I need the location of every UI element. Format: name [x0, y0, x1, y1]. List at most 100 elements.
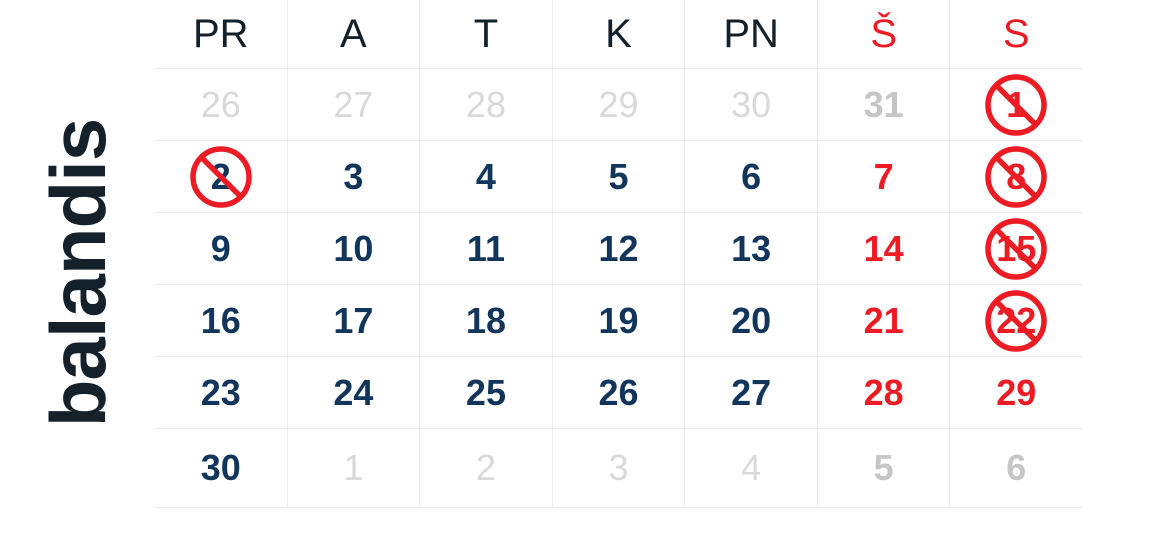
calendar-grid: PR A T K PN Š S 26 27 28 29 30 31 1 2 3 4 5 6 7 8 9 10 11 12 13 1…	[155, 0, 1082, 510]
day-cell[interactable]: 3	[288, 141, 421, 212]
weekday-header-k: K	[553, 0, 686, 68]
day-cell[interactable]: 28	[420, 69, 553, 140]
day-number: 4	[741, 447, 762, 488]
weekday-header-a: A	[288, 0, 421, 68]
day-number: 26	[598, 371, 639, 413]
day-number: 6	[741, 155, 762, 197]
weekday-header-š: Š	[818, 0, 951, 68]
day-cell[interactable]: 21	[818, 285, 951, 356]
day-cell[interactable]: 29	[553, 69, 686, 140]
day-number: 29	[598, 83, 639, 125]
day-cell[interactable]: 31	[818, 69, 951, 140]
day-cell[interactable]: 27	[288, 69, 421, 140]
weekday-header-pn: PN	[685, 0, 818, 68]
day-cell[interactable]: 30	[155, 429, 288, 507]
day-cell[interactable]: 15	[950, 213, 1082, 284]
day-cell[interactable]: 1	[950, 69, 1082, 140]
day-number: 23	[200, 371, 241, 413]
day-cell[interactable]: 6	[950, 429, 1082, 507]
day-cell[interactable]: 25	[420, 357, 553, 428]
weekday-header-pr: PR	[155, 0, 288, 68]
day-cell[interactable]: 23	[155, 357, 288, 428]
calendar-week-row: 26 27 28 29 30 31 1	[155, 68, 1082, 140]
day-cell[interactable]: 20	[685, 285, 818, 356]
calendar-week-row: 2 3 4 5 6 7 8	[155, 140, 1082, 212]
day-number: 2	[475, 447, 496, 488]
day-cell[interactable]: 12	[553, 213, 686, 284]
day-cell[interactable]: 9	[155, 213, 288, 284]
day-cell[interactable]: 8	[950, 141, 1082, 212]
day-number: 6	[1006, 447, 1027, 488]
day-number: 20	[731, 299, 772, 341]
day-number: 17	[333, 299, 374, 341]
day-cell[interactable]: 10	[288, 213, 421, 284]
weekday-header-row: PR A T K PN Š S	[155, 0, 1082, 68]
calendar-weeks: 26 27 28 29 30 31 1 2 3 4 5 6 7 8 9 10 11 12 13 14 15 16 17 18 1…	[155, 68, 1082, 508]
day-cell[interactable]: 29	[950, 357, 1082, 428]
day-number: 5	[873, 447, 894, 488]
day-number: 19	[598, 299, 639, 341]
day-cell[interactable]: 3	[553, 429, 686, 507]
day-number: 9	[210, 227, 231, 269]
day-cell[interactable]: 19	[553, 285, 686, 356]
day-cell[interactable]: 16	[155, 285, 288, 356]
day-cell[interactable]: 18	[420, 285, 553, 356]
day-cell[interactable]: 14	[818, 213, 951, 284]
day-number: 12	[598, 227, 639, 269]
day-cell[interactable]: 28	[818, 357, 951, 428]
calendar-week-row: 30 1 2 3 4 5 6	[155, 428, 1082, 508]
day-cell[interactable]: 1	[288, 429, 421, 507]
day-number: 27	[731, 371, 772, 413]
day-cell[interactable]: 2	[155, 141, 288, 212]
day-number: 22	[996, 299, 1037, 341]
day-number: 14	[863, 227, 904, 269]
day-number: 25	[465, 371, 506, 413]
day-cell[interactable]: 26	[155, 69, 288, 140]
day-number: 7	[873, 155, 894, 197]
day-cell[interactable]: 7	[818, 141, 951, 212]
day-number: 30	[731, 83, 772, 125]
day-cell[interactable]: 4	[420, 141, 553, 212]
day-cell[interactable]: 30	[685, 69, 818, 140]
weekday-header-s: S	[1002, 11, 1030, 56]
day-number: 21	[863, 299, 904, 341]
month-label-container: balandis	[0, 0, 155, 546]
day-number: 13	[731, 227, 772, 269]
day-number: 11	[466, 227, 505, 269]
day-number: 18	[465, 299, 506, 341]
day-cell[interactable]: 5	[553, 141, 686, 212]
day-number: 3	[608, 447, 629, 488]
weekday-header-t: T	[420, 0, 553, 68]
day-number: 26	[200, 83, 241, 125]
day-number: 4	[475, 155, 496, 197]
day-number: 1	[1006, 83, 1027, 125]
day-number: 15	[996, 227, 1037, 269]
day-cell[interactable]: 13	[685, 213, 818, 284]
day-cell[interactable]: 6	[685, 141, 818, 212]
day-cell[interactable]: 22	[950, 285, 1082, 356]
day-cell[interactable]: 17	[288, 285, 421, 356]
day-number: 27	[333, 83, 374, 125]
day-cell[interactable]: 24	[288, 357, 421, 428]
day-cell[interactable]: 5	[818, 429, 951, 507]
day-cell[interactable]: 26	[553, 357, 686, 428]
calendar-week-row: 23 24 25 26 27 28 29	[155, 356, 1082, 428]
day-cell[interactable]: 27	[685, 357, 818, 428]
day-number: 16	[200, 299, 241, 341]
day-number: 30	[200, 447, 241, 488]
day-number: 28	[465, 83, 506, 125]
day-number: 1	[343, 447, 364, 488]
day-number: 28	[863, 371, 904, 413]
month-name: balandis	[33, 118, 122, 428]
day-number: 5	[608, 155, 629, 197]
day-number: 2	[210, 155, 231, 197]
day-cell[interactable]: 4	[685, 429, 818, 507]
day-number: 8	[1006, 155, 1027, 197]
day-cell[interactable]: 11	[420, 213, 553, 284]
day-number: 29	[996, 371, 1037, 413]
day-cell[interactable]: 2	[420, 429, 553, 507]
calendar-week-row: 9 10 11 12 13 14 15	[155, 212, 1082, 284]
day-number: 3	[343, 155, 364, 197]
calendar-week-row: 16 17 18 19 20 21 22	[155, 284, 1082, 356]
